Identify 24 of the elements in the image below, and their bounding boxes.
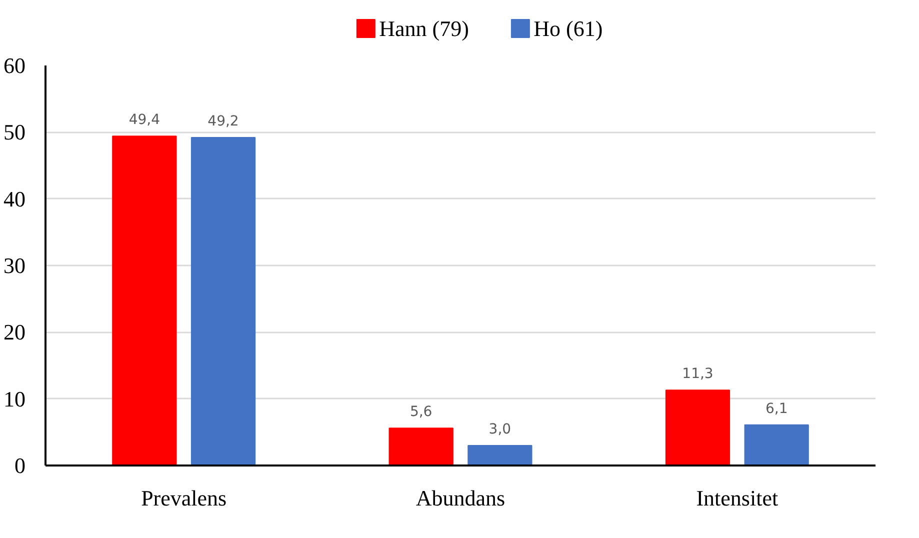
y-tick-label: 0	[14, 453, 26, 478]
data-label: 11,3	[682, 366, 714, 382]
legend-label: Hann (79)	[379, 16, 469, 41]
bar	[468, 445, 532, 466]
bar	[112, 136, 177, 466]
y-tick-label: 30	[4, 253, 26, 278]
y-tick-label: 20	[4, 320, 26, 345]
legend-label: Ho (61)	[534, 16, 603, 41]
x-tick-label: Intensitet	[696, 486, 778, 510]
y-tick-label: 60	[4, 53, 26, 78]
bar	[744, 424, 809, 466]
data-label: 49,2	[208, 114, 239, 130]
x-tick-label: Abundans	[416, 486, 506, 510]
bar	[190, 137, 256, 466]
y-tick-label: 40	[4, 186, 26, 212]
bar	[665, 390, 730, 466]
data-label: 5,6	[410, 404, 432, 420]
y-tick-label: 10	[4, 386, 26, 412]
data-label: 6,1	[765, 400, 788, 417]
data-label: 49,4	[128, 112, 160, 128]
data-label: 3,0	[488, 422, 512, 438]
x-tick-label: Prevalens	[141, 486, 227, 510]
y-tick-label: 50	[4, 120, 26, 145]
bar	[388, 428, 454, 466]
